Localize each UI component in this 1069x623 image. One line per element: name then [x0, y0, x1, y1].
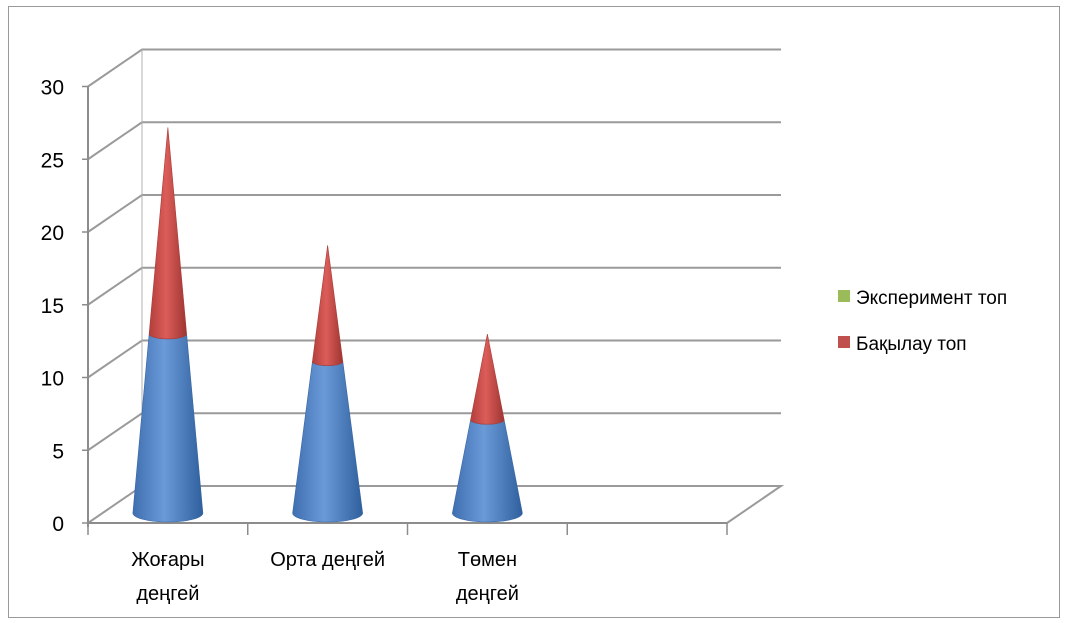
gridline	[87, 339, 781, 379]
y-tick-label: 0	[52, 513, 64, 536]
y-tick-label: 20	[41, 222, 64, 245]
legend: Эксперимент топ Бақылау топ	[838, 288, 1007, 355]
cone-segment-Эксперимент топ	[292, 361, 363, 523]
cone-segment-Бақылау топ	[470, 333, 505, 425]
category-label: Орта деңгей	[270, 549, 385, 571]
legend-label: Бақылау топ	[856, 334, 967, 355]
label-layer: 0 5 10 15 20 25 30 Жоғары деңгей Орта деңгей Төмен…	[41, 77, 519, 606]
legend-label: Эксперимент топ	[856, 288, 1007, 309]
cone-segment-Бақылау топ	[312, 245, 344, 366]
category-label: деңгей	[456, 583, 519, 605]
y-tick-label: 15	[41, 295, 64, 318]
legend-swatch	[838, 290, 850, 302]
category-label: Жоғары	[131, 549, 204, 571]
cone-segment-Бақылау топ	[148, 127, 187, 340]
gridline	[87, 48, 781, 88]
category-label: деңгей	[136, 583, 199, 605]
axis-layer	[82, 85, 728, 535]
cone-segment-Эксперимент топ	[132, 333, 204, 523]
y-tick-label: 10	[41, 368, 64, 391]
legend-swatch	[838, 336, 850, 348]
grid-layer	[87, 48, 785, 524]
gridline	[87, 121, 781, 161]
cone-layer	[132, 127, 523, 523]
gridline	[87, 266, 781, 306]
y-tick-label: 5	[52, 440, 64, 463]
gridline	[87, 194, 781, 233]
y-tick-label: 30	[41, 77, 64, 100]
y-tick-label: 25	[41, 149, 64, 172]
category-label: Төмен	[458, 549, 517, 571]
cone-segment-Эксперимент топ	[452, 419, 523, 523]
